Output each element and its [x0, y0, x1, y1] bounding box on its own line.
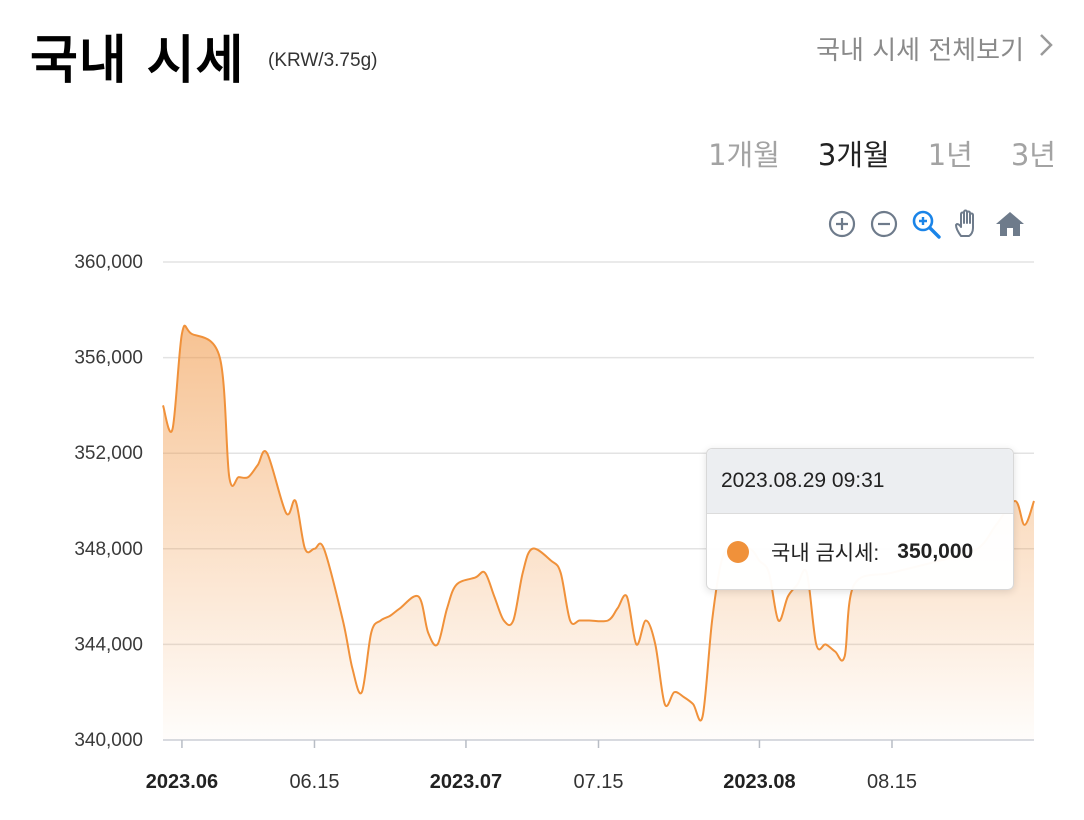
pan-hand-icon[interactable] [952, 208, 984, 240]
view-all-label: 국내 시세 전체보기 [816, 36, 1024, 66]
series-dot-icon [727, 541, 749, 563]
tooltip-row: 국내 금시세: 350,000 [707, 514, 1013, 590]
x-tick-label: 2023.07 [430, 771, 502, 793]
tooltip-series-label: 국내 금시세: [771, 542, 880, 565]
y-tick-label: 352,000 [74, 443, 143, 464]
y-tick-label: 340,000 [74, 730, 143, 751]
period-tabs: 1개월 3개월 1년 3년 [708, 132, 1056, 174]
tab-1-month[interactable]: 1개월 [708, 138, 780, 172]
zoom-out-icon[interactable] [868, 208, 900, 240]
chart-tooltip: 2023.08.29 09:31 국내 금시세: 350,000 [706, 448, 1014, 590]
y-tick-label: 348,000 [74, 539, 143, 560]
x-tick-label: 07.15 [573, 771, 623, 793]
home-reset-icon[interactable] [994, 208, 1026, 240]
tab-3-years[interactable]: 3년 [1010, 138, 1056, 172]
x-tick-label: 2023.06 [146, 771, 218, 793]
zoom-in-icon[interactable] [826, 208, 858, 240]
x-tick-label: 06.15 [289, 771, 339, 793]
unit-label: (KRW/3.75g) [268, 50, 378, 71]
x-tick-label: 2023.08 [723, 771, 795, 793]
page-title: 국내 시세 [30, 31, 245, 91]
y-tick-label: 356,000 [74, 348, 143, 369]
view-all-link[interactable]: 국내 시세 전체보기 [816, 30, 1054, 67]
y-tick-label: 360,000 [74, 252, 143, 273]
tab-3-months[interactable]: 3개월 [817, 138, 890, 172]
tooltip-value: 350,000 [897, 540, 974, 563]
chevron-right-icon [1038, 32, 1054, 65]
tooltip-datetime: 2023.08.29 09:31 [707, 449, 1013, 514]
tab-1-year[interactable]: 1년 [927, 138, 973, 172]
series-area-fill [163, 325, 1034, 740]
y-tick-label: 344,000 [74, 634, 143, 655]
magnifier-zoom-icon[interactable] [910, 208, 942, 240]
x-tick-label: 08.15 [867, 771, 917, 793]
chart-toolbar [826, 208, 1026, 240]
